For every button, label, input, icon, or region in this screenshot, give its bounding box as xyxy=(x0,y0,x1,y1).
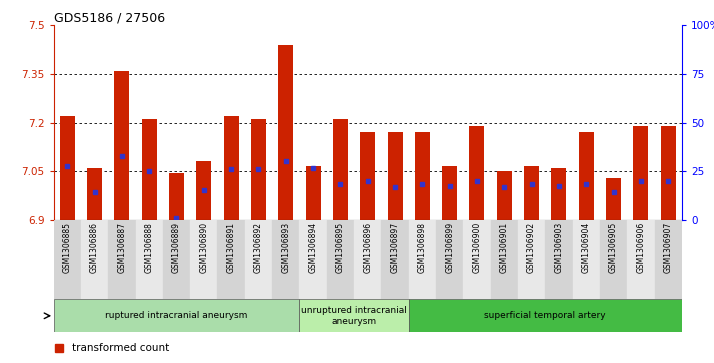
Text: GSM1306895: GSM1306895 xyxy=(336,222,345,273)
Bar xyxy=(169,173,184,220)
Bar xyxy=(327,220,354,299)
Bar xyxy=(272,220,299,299)
Text: GSM1306904: GSM1306904 xyxy=(582,222,590,273)
Text: GSM1306902: GSM1306902 xyxy=(527,222,536,273)
Text: GSM1306887: GSM1306887 xyxy=(117,222,126,273)
Bar xyxy=(627,220,655,299)
Bar xyxy=(463,220,491,299)
Text: GSM1306901: GSM1306901 xyxy=(500,222,509,273)
Bar xyxy=(114,71,129,220)
Text: GSM1306885: GSM1306885 xyxy=(63,222,71,273)
Bar xyxy=(141,119,156,220)
Text: ruptured intracranial aneurysm: ruptured intracranial aneurysm xyxy=(105,311,248,320)
Bar xyxy=(163,220,190,299)
Bar xyxy=(408,299,682,332)
Text: superficial temporal artery: superficial temporal artery xyxy=(485,311,606,320)
Text: GSM1306892: GSM1306892 xyxy=(254,222,263,273)
Bar xyxy=(190,220,218,299)
Text: GSM1306896: GSM1306896 xyxy=(363,222,372,273)
Bar xyxy=(573,220,600,299)
Bar xyxy=(470,126,485,220)
Bar xyxy=(278,45,293,220)
Text: GSM1306905: GSM1306905 xyxy=(609,222,618,273)
Bar xyxy=(388,132,403,220)
Bar xyxy=(606,178,621,220)
Bar xyxy=(360,132,376,220)
Text: GSM1306906: GSM1306906 xyxy=(636,222,645,273)
Bar xyxy=(524,166,539,220)
Bar xyxy=(60,116,75,220)
Bar xyxy=(333,119,348,220)
Bar xyxy=(660,126,675,220)
Bar xyxy=(633,126,648,220)
Bar xyxy=(87,168,102,220)
Bar xyxy=(218,220,245,299)
Bar xyxy=(299,220,327,299)
Text: GSM1306899: GSM1306899 xyxy=(445,222,454,273)
Bar xyxy=(299,299,408,332)
Text: GSM1306890: GSM1306890 xyxy=(199,222,208,273)
Text: GSM1306886: GSM1306886 xyxy=(90,222,99,273)
Bar xyxy=(245,220,272,299)
Bar xyxy=(436,220,463,299)
Bar xyxy=(223,116,238,220)
Bar xyxy=(306,166,321,220)
Bar xyxy=(381,220,408,299)
Text: transformed count: transformed count xyxy=(72,343,170,352)
Bar xyxy=(415,132,430,220)
Bar xyxy=(196,161,211,220)
Bar xyxy=(354,220,381,299)
Text: GSM1306897: GSM1306897 xyxy=(391,222,400,273)
Text: GSM1306900: GSM1306900 xyxy=(473,222,481,273)
Bar xyxy=(491,220,518,299)
Bar xyxy=(408,220,436,299)
Text: GSM1306891: GSM1306891 xyxy=(226,222,236,273)
Bar xyxy=(600,220,627,299)
Text: GDS5186 / 27506: GDS5186 / 27506 xyxy=(54,11,165,24)
Bar xyxy=(545,220,573,299)
Text: GSM1306898: GSM1306898 xyxy=(418,222,427,273)
Text: GSM1306894: GSM1306894 xyxy=(308,222,318,273)
Bar xyxy=(518,220,545,299)
Bar xyxy=(579,132,594,220)
Text: GSM1306893: GSM1306893 xyxy=(281,222,291,273)
Text: GSM1306889: GSM1306889 xyxy=(172,222,181,273)
Bar xyxy=(251,119,266,220)
Bar xyxy=(655,220,682,299)
Text: GSM1306907: GSM1306907 xyxy=(664,222,673,273)
Text: GSM1306888: GSM1306888 xyxy=(145,222,154,273)
Bar xyxy=(54,299,299,332)
Text: unruptured intracranial
aneurysm: unruptured intracranial aneurysm xyxy=(301,306,407,326)
Bar xyxy=(109,220,136,299)
Bar xyxy=(497,171,512,220)
Bar xyxy=(54,220,81,299)
Bar xyxy=(81,220,109,299)
Bar xyxy=(442,166,457,220)
Bar xyxy=(551,168,566,220)
Bar xyxy=(136,220,163,299)
Text: GSM1306903: GSM1306903 xyxy=(555,222,563,273)
